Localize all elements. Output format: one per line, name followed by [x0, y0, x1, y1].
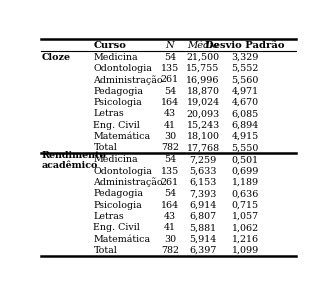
Text: 6,914: 6,914	[190, 200, 217, 210]
Text: 43: 43	[164, 212, 176, 221]
Text: 6,085: 6,085	[232, 109, 259, 118]
Text: 30: 30	[164, 132, 176, 141]
Text: 19,024: 19,024	[187, 98, 219, 107]
Text: 135: 135	[161, 167, 179, 176]
Text: 54: 54	[164, 52, 176, 61]
Text: 0,501: 0,501	[232, 155, 259, 164]
Text: 4,670: 4,670	[232, 98, 259, 107]
Text: 7,259: 7,259	[190, 155, 217, 164]
Text: 4,915: 4,915	[232, 132, 259, 141]
Text: Eng. Civil: Eng. Civil	[93, 121, 140, 130]
Text: 5,552: 5,552	[231, 64, 259, 73]
Text: 1,216: 1,216	[232, 235, 259, 244]
Text: 1,189: 1,189	[232, 178, 259, 187]
Text: 17,768: 17,768	[187, 143, 219, 152]
Text: 5,881: 5,881	[190, 223, 216, 232]
Text: Média: Média	[187, 41, 219, 50]
Text: acadêmico: acadêmico	[41, 161, 97, 170]
Text: 6,397: 6,397	[190, 246, 217, 255]
Text: 164: 164	[161, 200, 179, 210]
Text: 1,057: 1,057	[232, 212, 259, 221]
Text: 135: 135	[161, 64, 179, 73]
Text: 261: 261	[161, 178, 179, 187]
Text: 782: 782	[161, 143, 179, 152]
Text: Curso: Curso	[93, 41, 126, 50]
Text: Medicina: Medicina	[93, 155, 138, 164]
Text: 5,550: 5,550	[231, 143, 259, 152]
Text: Total: Total	[93, 143, 117, 152]
Text: Psicologia: Psicologia	[93, 98, 142, 107]
Text: 5,560: 5,560	[231, 75, 259, 84]
Text: 4,971: 4,971	[232, 87, 259, 95]
Text: Odontologia: Odontologia	[93, 167, 152, 176]
Text: Total: Total	[93, 246, 117, 255]
Text: Psicologia: Psicologia	[93, 200, 142, 210]
Text: 6,153: 6,153	[190, 178, 217, 187]
Text: Rendimento: Rendimento	[41, 151, 106, 160]
Text: N: N	[165, 41, 174, 50]
Text: Matemática: Matemática	[93, 132, 151, 141]
Text: Administração: Administração	[93, 177, 163, 187]
Text: 21,500: 21,500	[187, 52, 219, 61]
Text: 41: 41	[164, 223, 176, 232]
Text: 7,393: 7,393	[190, 189, 217, 198]
Text: 16,996: 16,996	[186, 75, 220, 84]
Text: 54: 54	[164, 189, 176, 198]
Text: Administração: Administração	[93, 75, 163, 85]
Text: 6,894: 6,894	[232, 121, 259, 130]
Text: 5,914: 5,914	[190, 235, 217, 244]
Text: Pedagogia: Pedagogia	[93, 87, 143, 95]
Text: 43: 43	[164, 109, 176, 118]
Text: 15,755: 15,755	[186, 64, 220, 73]
Text: Desvio Padrão: Desvio Padrão	[205, 41, 285, 50]
Text: 782: 782	[161, 246, 179, 255]
Text: 54: 54	[164, 155, 176, 164]
Text: Cloze: Cloze	[41, 52, 70, 61]
Text: 5,633: 5,633	[189, 167, 217, 176]
Text: 0,636: 0,636	[231, 189, 259, 198]
Text: 6,807: 6,807	[190, 212, 216, 221]
Text: 18,100: 18,100	[187, 132, 219, 141]
Text: Letras: Letras	[93, 212, 124, 221]
Text: 1,099: 1,099	[232, 246, 259, 255]
Text: 164: 164	[161, 98, 179, 107]
Text: 0,699: 0,699	[231, 167, 259, 176]
Text: 3,329: 3,329	[231, 52, 259, 61]
Text: 54: 54	[164, 87, 176, 95]
Text: Odontologia: Odontologia	[93, 64, 152, 73]
Text: Matemática: Matemática	[93, 235, 151, 244]
Text: 0,715: 0,715	[232, 200, 259, 210]
Text: Eng. Civil: Eng. Civil	[93, 223, 140, 232]
Text: 1,062: 1,062	[232, 223, 259, 232]
Text: 18,870: 18,870	[187, 87, 219, 95]
Text: 30: 30	[164, 235, 176, 244]
Text: Letras: Letras	[93, 109, 124, 118]
Text: 41: 41	[164, 121, 176, 130]
Text: 15,243: 15,243	[187, 121, 220, 130]
Text: 20,093: 20,093	[187, 109, 220, 118]
Text: Pedagogia: Pedagogia	[93, 189, 143, 198]
Text: 261: 261	[161, 75, 179, 84]
Text: Medicina: Medicina	[93, 52, 138, 61]
